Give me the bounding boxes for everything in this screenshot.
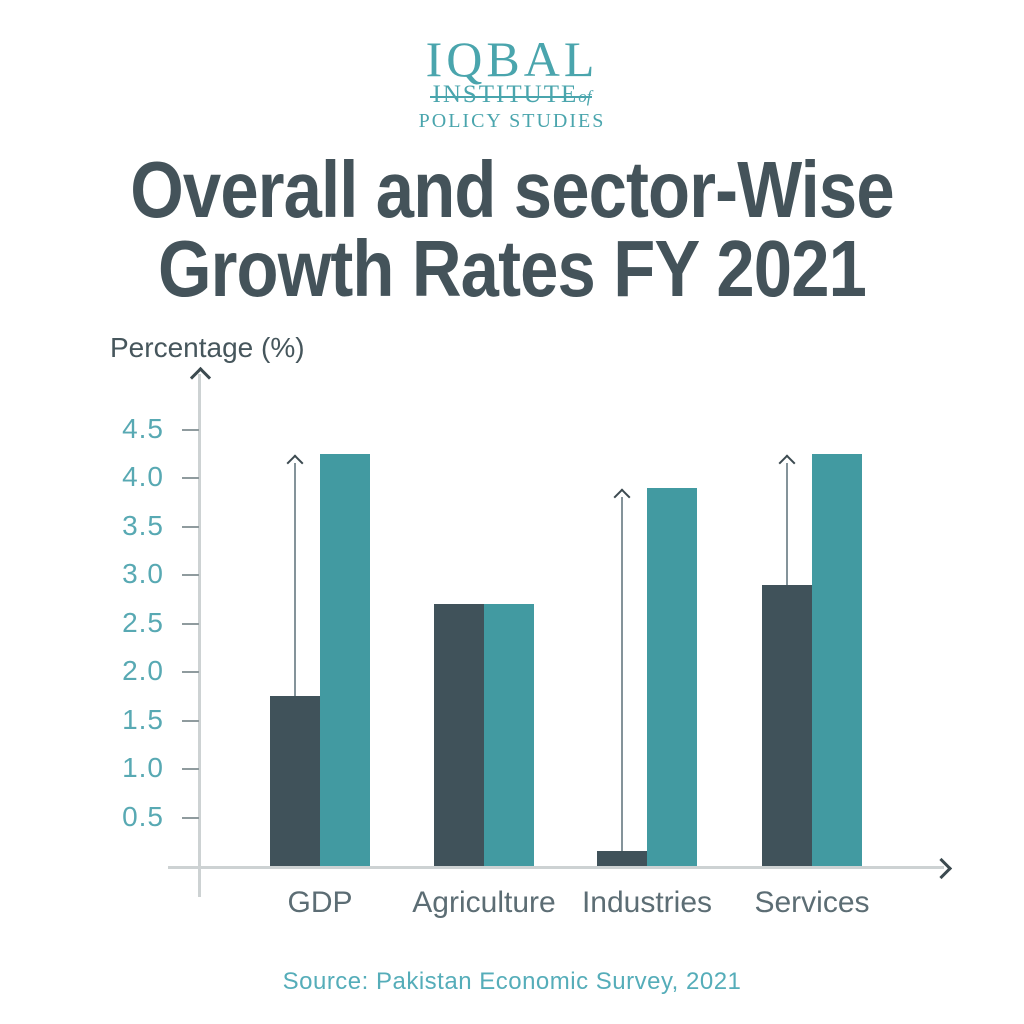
y-tick-label-3.0: 3.0 bbox=[122, 558, 164, 589]
y-tick-label-1.5: 1.5 bbox=[122, 703, 164, 735]
bar-services-teal bbox=[812, 453, 862, 866]
bar-industries-teal bbox=[647, 487, 697, 866]
growth-arrow-head-icon-services bbox=[778, 454, 796, 472]
y-axis-arrow-icon bbox=[189, 366, 212, 389]
y-tick-mark-1.5 bbox=[182, 719, 199, 722]
growth-arrow-head-icon-gdp bbox=[286, 454, 304, 472]
y-axis-label: Percentage (%) bbox=[110, 332, 305, 363]
y-tick-label-4.0: 4.0 bbox=[122, 461, 164, 492]
x-tick-label-industries: Industries bbox=[581, 886, 713, 919]
y-tick-mark-2.0 bbox=[182, 671, 199, 673]
y-tick-mark-1.0 bbox=[182, 768, 199, 770]
growth-arrow-industries bbox=[621, 496, 623, 852]
y-tick-mark-2.5 bbox=[182, 622, 199, 625]
title-line-2: Growth Rates FY 2021 bbox=[157, 224, 867, 313]
y-tick-label-4.5: 4.5 bbox=[122, 412, 164, 444]
logo: IQBAL INSTITUTEof POLICY STUDIES bbox=[0, 31, 1024, 133]
y-axis-line bbox=[198, 374, 201, 897]
growth-arrow-gdp bbox=[294, 462, 296, 697]
y-tick-label-2.5: 2.5 bbox=[122, 606, 164, 638]
x-axis-arrow-icon bbox=[930, 857, 953, 880]
logo-iqbal-text: IQBAL bbox=[425, 31, 599, 87]
y-tick-label-1.0: 1.0 bbox=[122, 752, 164, 783]
title-line-1: Overall and sector-Wise bbox=[130, 145, 894, 234]
page-title: Overall and sector-Wise Growth Rates FY … bbox=[72, 145, 953, 313]
y-tick-label-3.5: 3.5 bbox=[122, 509, 164, 541]
y-tick-mark-4.0 bbox=[182, 477, 199, 479]
growth-arrow-head-icon-industries bbox=[613, 488, 631, 506]
logo-institute-text: INSTITUTE bbox=[429, 81, 592, 108]
y-tick-label-0.5: 0.5 bbox=[122, 800, 164, 832]
x-tick-label-gdp: GDP bbox=[287, 886, 353, 919]
y-tick-mark-3.5 bbox=[182, 525, 199, 528]
logo-institute-line: INSTITUTEof bbox=[0, 82, 1024, 109]
source-caption: Source: Pakistan Economic Survey, 2021 bbox=[282, 968, 742, 995]
logo-policy-studies-text: POLICY STUDIES bbox=[418, 110, 606, 132]
bar-agriculture-dark bbox=[434, 604, 484, 866]
growth-arrow-services bbox=[786, 462, 788, 585]
bar-services-dark bbox=[762, 584, 812, 866]
bar-gdp-teal bbox=[320, 453, 370, 866]
y-tick-mark-3.0 bbox=[182, 574, 199, 576]
bar-gdp-dark bbox=[270, 696, 320, 866]
bar-industries-dark bbox=[597, 851, 647, 866]
x-tick-label-services: Services bbox=[754, 886, 870, 919]
y-tick-mark-4.5 bbox=[182, 428, 199, 431]
y-tick-label-2.0: 2.0 bbox=[122, 655, 164, 686]
x-tick-label-agriculture: Agriculture bbox=[412, 886, 556, 919]
x-axis-line bbox=[168, 866, 944, 869]
bar-agriculture-teal bbox=[484, 604, 534, 866]
y-tick-mark-0.5 bbox=[182, 816, 199, 819]
